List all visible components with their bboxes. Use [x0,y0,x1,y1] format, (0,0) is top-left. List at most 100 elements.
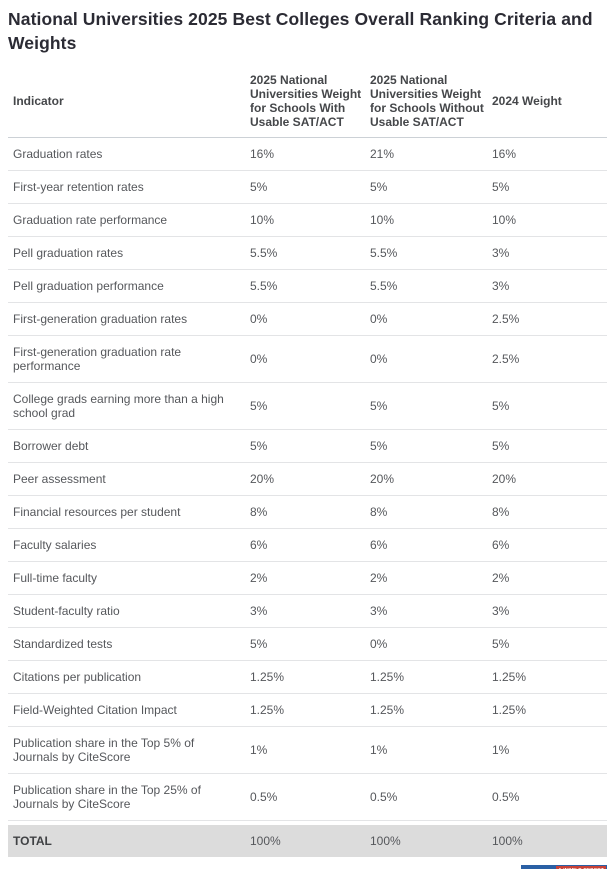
total-label: TOTAL [13,834,52,849]
weight-2024-cell: 2% [492,571,510,586]
weight-without-sat-cell: 5.5% [370,279,398,294]
col-header-indicator: Indicator [13,94,64,109]
page-title: National Universities 2025 Best Colleges… [8,9,593,53]
indicator-cell: Pell graduation rates [13,246,124,261]
indicator-cell: Graduation rates [13,147,103,162]
weight-without-sat-cell: 20% [370,472,395,487]
weight-2024-cell: 1.25% [492,703,527,718]
weight-with-sat-cell: 1.25% [250,670,285,685]
weight-2024-cell: 2.5% [492,352,520,367]
indicator-cell: Student-faculty ratio [13,604,120,619]
table-row: Borrower debt 5% 5% 5% [8,430,607,464]
weight-with-sat-cell: 5% [250,637,268,652]
weight-without-sat-cell: 0% [370,352,388,367]
col-header-2024-weight: 2024 Weight [492,94,562,109]
weight-without-sat-cell: 5.5% [370,246,398,261]
weight-without-sat-cell: 5% [370,180,388,195]
weight-with-sat-cell: 1.25% [250,703,285,718]
indicator-cell: First-generation graduation rates [13,312,188,327]
table-total-row: TOTAL 100% 100% 100% [8,825,607,858]
weight-2024-cell: 5% [492,399,510,414]
weight-with-sat-cell: 5% [250,180,268,195]
table-row: Standardized tests 5% 0% 5% [8,628,607,662]
table-row: College grads earning more than a high s… [8,383,607,431]
weight-with-sat-cell: 0% [250,312,268,327]
weight-2024-cell: 6% [492,538,510,553]
indicator-cell: Standardized tests [13,637,113,652]
weight-without-sat-cell: 2% [370,571,388,586]
weight-without-sat-cell: 0.5% [370,790,398,805]
indicator-cell: Borrower debt [13,439,89,454]
footer: U.S.News & WORLD REPORT [8,865,607,869]
weight-without-sat-cell: 1% [370,743,388,758]
table-row: First-generation graduation rates 0% 0% … [8,303,607,337]
weight-2024-cell: 1.25% [492,670,527,685]
weight-without-sat-cell: 1.25% [370,670,405,685]
weight-2024-cell: 2.5% [492,312,520,327]
table-row: Pell graduation rates 5.5% 5.5% 3% [8,237,607,271]
indicator-cell: Field-Weighted Citation Impact [13,703,177,718]
table-row: Publication share in the Top 5% of Journ… [8,727,607,775]
total-with-sat-cell: 100% [250,834,281,849]
table-row: Field-Weighted Citation Impact 1.25% 1.2… [8,694,607,728]
weight-without-sat-cell: 8% [370,505,388,520]
weight-2024-cell: 8% [492,505,510,520]
indicator-cell: Financial resources per student [13,505,181,520]
weight-with-sat-cell: 16% [250,147,275,162]
weight-2024-cell: 3% [492,604,510,619]
weight-without-sat-cell: 5% [370,399,388,414]
table-row: Peer assessment 20% 20% 20% [8,463,607,497]
table-header-row: Indicator 2025 National Universities Wei… [8,65,607,139]
table-row: Citations per publication 1.25% 1.25% 1.… [8,661,607,695]
table-row: Full-time faculty 2% 2% 2% [8,562,607,596]
weight-2024-cell: 20% [492,472,517,487]
weight-without-sat-cell: 1.25% [370,703,405,718]
table-row: Publication share in the Top 25% of Jour… [8,774,607,822]
weight-without-sat-cell: 10% [370,213,395,228]
weight-2024-cell: 5% [492,439,510,454]
indicator-cell: Peer assessment [13,472,106,487]
usnews-tagline: & WORLD REPORT [556,866,606,869]
total-2024-cell: 100% [492,834,523,849]
weight-with-sat-cell: 5.5% [250,246,278,261]
weight-2024-cell: 3% [492,246,510,261]
table-row: First-year retention rates 5% 5% 5% [8,171,607,205]
weight-with-sat-cell: 10% [250,213,275,228]
indicator-cell: College grads earning more than a high s… [13,392,224,421]
usnews-wordmark: U.S.News [524,867,584,869]
weight-with-sat-cell: 3% [250,604,268,619]
weight-2024-cell: 1% [492,743,510,758]
weight-with-sat-cell: 5% [250,399,268,414]
weight-2024-cell: 0.5% [492,790,520,805]
weight-without-sat-cell: 3% [370,604,388,619]
weight-with-sat-cell: 0.5% [250,790,278,805]
indicator-cell: Full-time faculty [13,571,98,586]
indicator-cell: First-generation graduation rate perform… [13,345,182,374]
indicator-cell: Pell graduation performance [13,279,164,294]
col-header-2025-with-sat: 2025 National Universities Weight for Sc… [250,73,362,130]
col-header-2025-without-sat: 2025 National Universities Weight for Sc… [370,73,484,130]
table-row: Financial resources per student 8% 8% 8% [8,496,607,530]
weight-with-sat-cell: 0% [250,352,268,367]
weight-with-sat-cell: 20% [250,472,275,487]
weight-without-sat-cell: 5% [370,439,388,454]
weight-without-sat-cell: 6% [370,538,388,553]
table-row: Pell graduation performance 5.5% 5.5% 3% [8,270,607,304]
table-row: Graduation rates 16% 21% 16% [8,138,607,172]
weight-with-sat-cell: 5.5% [250,279,278,294]
indicator-cell: Publication share in the Top 5% of Journ… [13,736,195,765]
weight-without-sat-cell: 21% [370,147,395,162]
weight-with-sat-cell: 2% [250,571,268,586]
indicator-cell: Citations per publication [13,670,142,685]
indicator-cell: First-year retention rates [13,180,144,195]
weight-with-sat-cell: 8% [250,505,268,520]
table-row: Faculty salaries 6% 6% 6% [8,529,607,563]
weight-with-sat-cell: 5% [250,439,268,454]
weight-with-sat-cell: 6% [250,538,268,553]
table-row: Student-faculty ratio 3% 3% 3% [8,595,607,629]
weight-without-sat-cell: 0% [370,637,388,652]
usnews-logo: U.S.News & WORLD REPORT [521,865,607,869]
weight-2024-cell: 3% [492,279,510,294]
weight-2024-cell: 16% [492,147,517,162]
